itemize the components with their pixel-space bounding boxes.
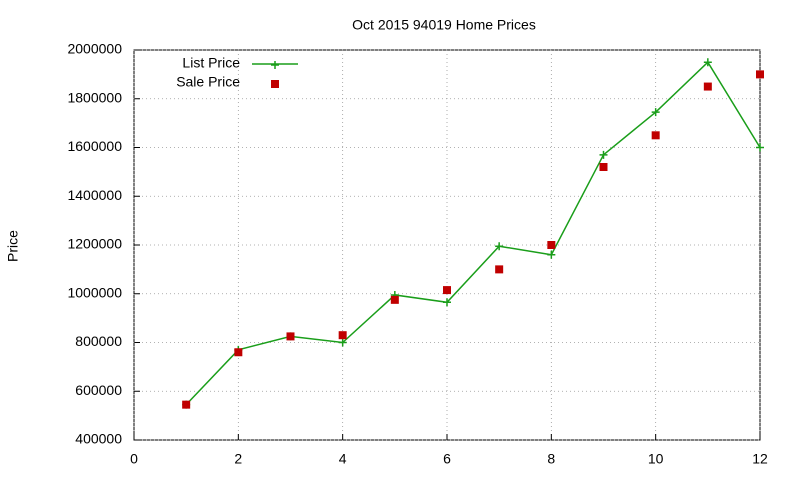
y-tick-label: 1800000 xyxy=(67,89,122,105)
x-tick-label: 8 xyxy=(547,451,555,467)
data-point xyxy=(182,400,191,409)
x-tick-label: 0 xyxy=(130,451,138,467)
x-tick-label: 4 xyxy=(339,451,347,467)
data-point xyxy=(495,242,504,251)
legend-label: Sale Price xyxy=(176,74,240,90)
y-tick-label: 600000 xyxy=(75,382,122,398)
legend-marker xyxy=(271,80,279,88)
data-point xyxy=(390,295,399,304)
chart-title: Oct 2015 94019 Home Prices xyxy=(352,17,536,33)
series-line xyxy=(185,61,761,406)
x-tick-label: 6 xyxy=(443,451,451,467)
data-point xyxy=(547,241,556,249)
data-point xyxy=(338,338,347,347)
data-point xyxy=(234,348,243,357)
data-point xyxy=(547,250,556,259)
x-tick-label: 12 xyxy=(752,451,768,467)
data-point xyxy=(651,131,660,140)
y-tick-label: 1600000 xyxy=(67,138,122,154)
data-point xyxy=(756,143,764,152)
data-point xyxy=(443,286,451,295)
data-point xyxy=(703,58,712,67)
y-tick-label: 1200000 xyxy=(67,236,122,252)
data-point xyxy=(651,108,660,117)
data-point xyxy=(338,331,347,340)
data-point xyxy=(703,82,712,91)
data-point xyxy=(443,298,451,307)
y-tick-label: 1400000 xyxy=(67,187,122,203)
y-tick-label: 2000000 xyxy=(67,41,122,57)
data-point xyxy=(495,265,504,274)
data-point xyxy=(756,70,764,79)
data-point xyxy=(599,150,608,159)
y-axis-label: Price xyxy=(5,230,21,262)
legend-marker xyxy=(271,61,279,69)
legend-label: List Price xyxy=(182,55,240,71)
data-point xyxy=(599,163,608,171)
x-tick-label: 10 xyxy=(648,451,664,467)
y-tick-label: 1000000 xyxy=(67,284,122,300)
y-tick-label: 400000 xyxy=(75,431,122,447)
data-point xyxy=(286,332,295,341)
x-tick-label: 2 xyxy=(234,451,242,467)
y-tick-label: 800000 xyxy=(75,333,122,349)
